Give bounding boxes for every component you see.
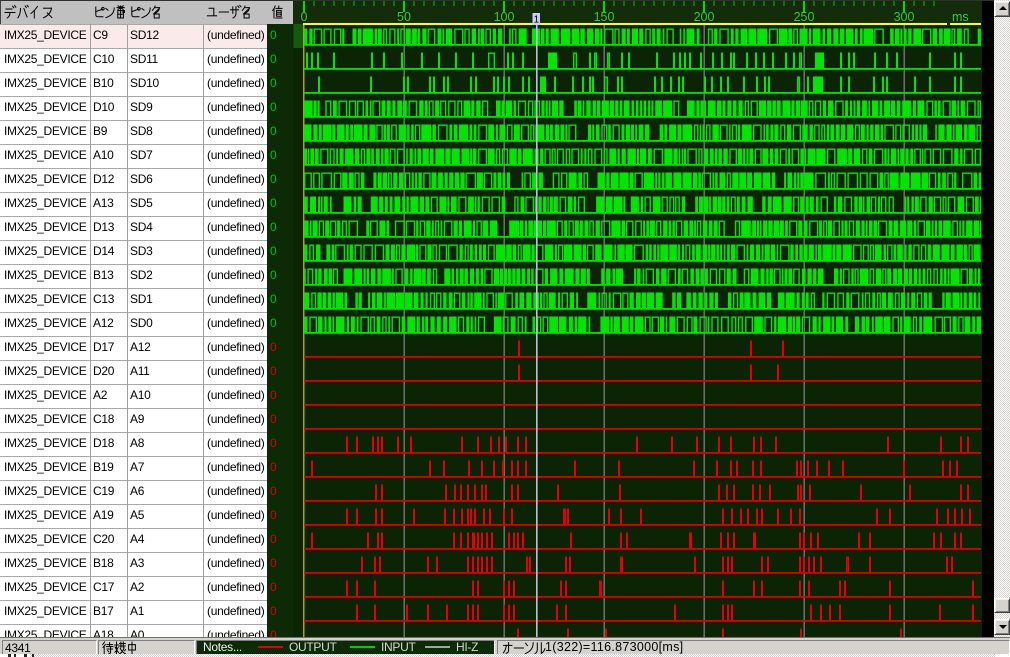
svg-text:0: 0: [301, 10, 308, 24]
svg-text:300: 300: [894, 10, 915, 24]
svg-text:150: 150: [594, 10, 615, 24]
svg-text:250: 250: [794, 10, 815, 24]
svg-text:100: 100: [494, 10, 515, 24]
svg-text:1: 1: [534, 15, 540, 26]
svg-text:ms: ms: [952, 10, 969, 24]
svg-text:50: 50: [397, 10, 411, 24]
svg-text:200: 200: [694, 10, 715, 24]
